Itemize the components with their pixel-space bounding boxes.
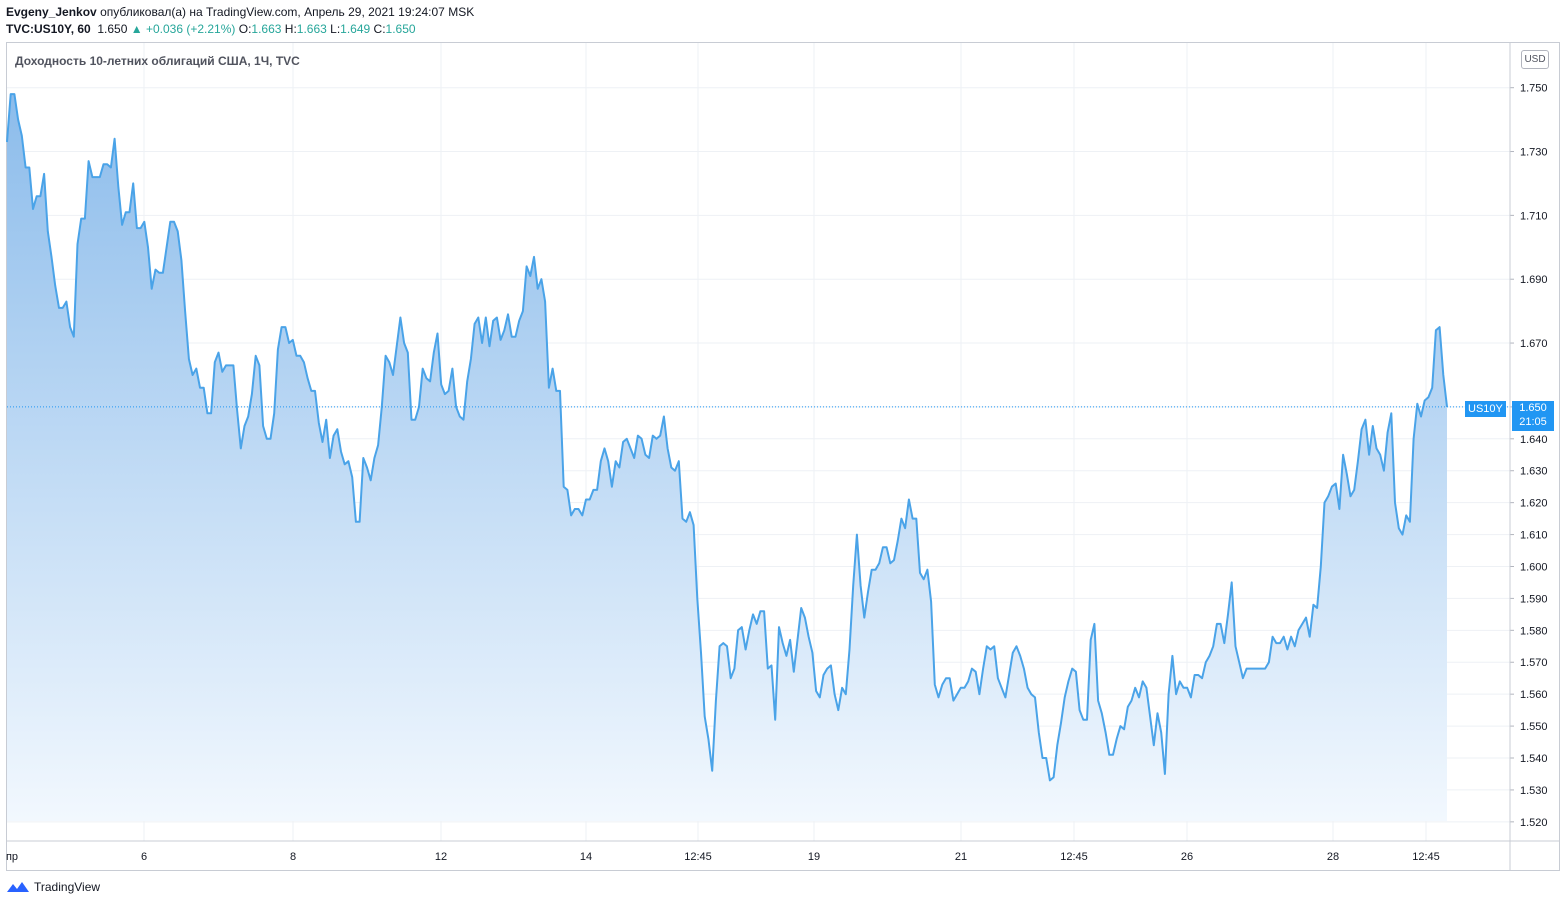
- open-label: O:: [238, 22, 252, 36]
- low-label: L:: [330, 22, 341, 36]
- x-tick-label: 12:45: [1060, 851, 1088, 863]
- y-tick-label: 1.630: [1520, 466, 1548, 478]
- series-line: [6, 93, 1448, 782]
- chart-title: Доходность 10-летних облигаций США, 1Ч, …: [15, 54, 300, 68]
- y-tick-label: 1.610: [1520, 530, 1548, 542]
- x-tick-label: 12:45: [1412, 851, 1440, 863]
- x-tick-label: 6: [141, 851, 147, 863]
- y-tick-label: 1.530: [1520, 785, 1548, 797]
- y-tick-label: 1.590: [1520, 593, 1548, 605]
- y-tick-label: 1.690: [1520, 274, 1548, 286]
- open-value: 1.663: [251, 22, 282, 36]
- y-tick-label: 1.520: [1520, 817, 1548, 829]
- x-tick-label: 19: [808, 851, 820, 863]
- chart-frame: [6, 42, 1560, 871]
- y-tick-label: 1.710: [1520, 210, 1548, 222]
- y-tick-label: 1.580: [1520, 625, 1548, 637]
- close-label: C:: [373, 22, 386, 36]
- series-area-fill: [7, 94, 1447, 822]
- high-label: H:: [284, 22, 297, 36]
- publish-text: опубликовал(а) на TradingView.com, Апрел…: [100, 5, 475, 19]
- last-price-value: 1.650: [1519, 402, 1547, 414]
- y-tick-label: 1.750: [1520, 83, 1548, 95]
- symbol-legend: TVC:US10Y, 60 1.650 ▲ +0.036 (+2.21%) O:…: [6, 22, 416, 36]
- x-tick-label: пр: [6, 851, 18, 863]
- brand-name: TradingView: [34, 880, 101, 894]
- author-name[interactable]: Evgeny_Jenkov: [6, 5, 97, 19]
- currency-badge[interactable]: USD: [1521, 50, 1549, 69]
- x-tick-label: 12: [435, 851, 447, 863]
- last-price-marker: 1.650 21:05: [1512, 401, 1554, 431]
- symbol-price-tag: US10Y: [1465, 401, 1506, 417]
- y-tick-label: 1.730: [1520, 147, 1548, 159]
- footer-brand[interactable]: TradingView: [6, 880, 100, 894]
- up-arrow-icon: ▲: [130, 22, 143, 36]
- y-tick-label: 1.540: [1520, 753, 1548, 765]
- price-change: +0.036 (+2.21%): [145, 22, 236, 36]
- x-tick-label: 28: [1327, 851, 1339, 863]
- x-tick-label: 14: [580, 851, 592, 863]
- high-value: 1.663: [296, 22, 327, 36]
- x-tick-label: 26: [1181, 851, 1193, 863]
- x-tick-label: 12:45: [684, 851, 712, 863]
- last-price: 1.650: [97, 22, 128, 36]
- tradingview-logo-icon: [7, 882, 29, 892]
- close-value: 1.650: [385, 22, 416, 36]
- x-tick-label: 21: [955, 851, 967, 863]
- low-value: 1.649: [340, 22, 371, 36]
- y-tick-label: 1.550: [1520, 721, 1548, 733]
- symbol-interval: TVC:US10Y, 60: [6, 22, 91, 36]
- y-tick-label: 1.560: [1520, 689, 1548, 701]
- y-tick-label: 1.620: [1520, 498, 1548, 510]
- x-tick-label: 8: [290, 851, 296, 863]
- publish-info: Evgeny_Jenkov опубликовал(а) на TradingV…: [6, 5, 474, 19]
- y-tick-label: 1.670: [1520, 338, 1548, 350]
- y-tick-label: 1.570: [1520, 657, 1548, 669]
- y-tick-label: 1.640: [1520, 434, 1548, 446]
- y-tick-label: 1.600: [1520, 561, 1548, 573]
- bar-countdown: 21:05: [1519, 416, 1547, 428]
